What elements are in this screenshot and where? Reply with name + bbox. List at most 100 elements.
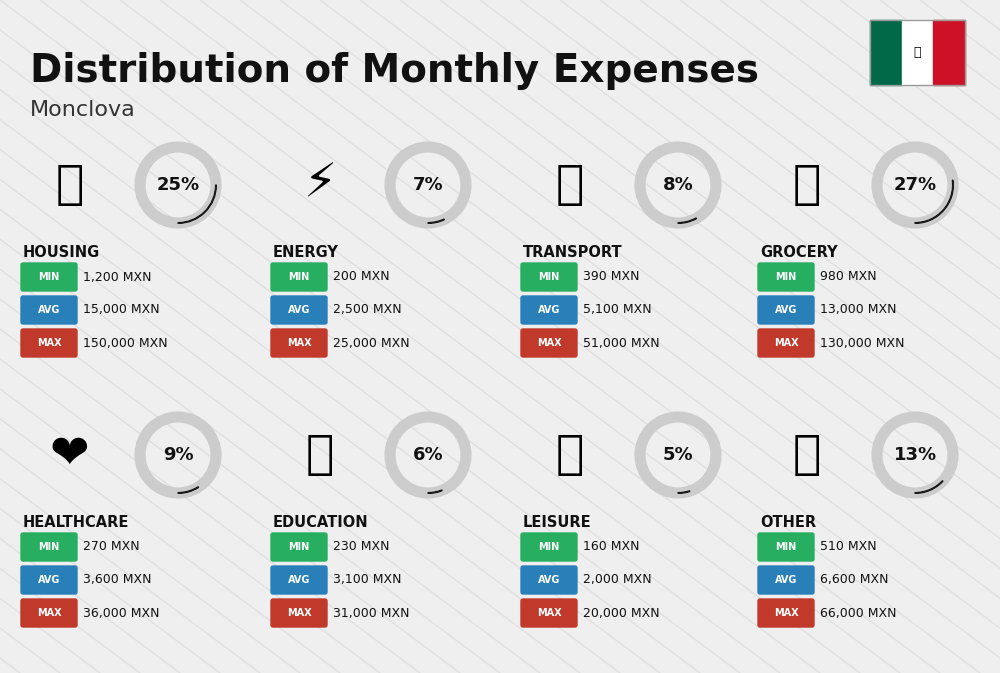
- Text: MAX: MAX: [37, 338, 61, 348]
- Text: MIN: MIN: [775, 542, 797, 552]
- Text: 66,000 MXN: 66,000 MXN: [820, 606, 896, 620]
- FancyBboxPatch shape: [271, 329, 327, 357]
- Text: MIN: MIN: [38, 272, 60, 282]
- Text: 5%: 5%: [663, 446, 693, 464]
- FancyBboxPatch shape: [521, 566, 577, 594]
- FancyBboxPatch shape: [271, 296, 327, 324]
- Text: MAX: MAX: [774, 338, 798, 348]
- Text: MIN: MIN: [288, 272, 310, 282]
- FancyBboxPatch shape: [21, 296, 77, 324]
- Text: 2,500 MXN: 2,500 MXN: [333, 304, 402, 316]
- Text: MIN: MIN: [775, 272, 797, 282]
- Text: 9%: 9%: [163, 446, 193, 464]
- FancyBboxPatch shape: [758, 329, 814, 357]
- Text: 390 MXN: 390 MXN: [583, 271, 640, 283]
- Wedge shape: [178, 487, 199, 493]
- FancyBboxPatch shape: [521, 263, 577, 291]
- Text: MAX: MAX: [37, 608, 61, 618]
- FancyBboxPatch shape: [271, 566, 327, 594]
- Text: 7%: 7%: [413, 176, 443, 194]
- FancyBboxPatch shape: [521, 329, 577, 357]
- Text: 💰: 💰: [793, 433, 821, 478]
- Text: 2,000 MXN: 2,000 MXN: [583, 573, 652, 586]
- Text: 🎓: 🎓: [306, 433, 334, 478]
- Text: 6%: 6%: [413, 446, 443, 464]
- Text: HOUSING: HOUSING: [23, 245, 100, 260]
- FancyBboxPatch shape: [521, 599, 577, 627]
- FancyBboxPatch shape: [521, 296, 577, 324]
- FancyBboxPatch shape: [21, 263, 77, 291]
- Text: 6,600 MXN: 6,600 MXN: [820, 573, 889, 586]
- Text: 510 MXN: 510 MXN: [820, 540, 877, 553]
- Text: OTHER: OTHER: [760, 515, 816, 530]
- FancyBboxPatch shape: [758, 263, 814, 291]
- Text: MIN: MIN: [538, 542, 560, 552]
- Text: AVG: AVG: [538, 575, 560, 585]
- Text: 🛍️: 🛍️: [556, 433, 584, 478]
- Text: 230 MXN: 230 MXN: [333, 540, 390, 553]
- Text: MAX: MAX: [537, 338, 561, 348]
- Text: ⚡: ⚡: [303, 162, 337, 207]
- Text: 270 MXN: 270 MXN: [83, 540, 140, 553]
- FancyBboxPatch shape: [21, 566, 77, 594]
- Wedge shape: [678, 491, 690, 493]
- Text: 13,000 MXN: 13,000 MXN: [820, 304, 896, 316]
- FancyBboxPatch shape: [758, 533, 814, 561]
- Text: 🦅: 🦅: [914, 46, 921, 59]
- Text: MIN: MIN: [538, 272, 560, 282]
- FancyBboxPatch shape: [758, 566, 814, 594]
- Text: ENERGY: ENERGY: [273, 245, 339, 260]
- Text: 5,100 MXN: 5,100 MXN: [583, 304, 652, 316]
- Text: 150,000 MXN: 150,000 MXN: [83, 336, 168, 349]
- FancyBboxPatch shape: [521, 533, 577, 561]
- FancyBboxPatch shape: [758, 296, 814, 324]
- Text: AVG: AVG: [538, 305, 560, 315]
- FancyBboxPatch shape: [21, 533, 77, 561]
- FancyBboxPatch shape: [21, 329, 77, 357]
- Bar: [933, 20, 965, 85]
- Text: GROCERY: GROCERY: [760, 245, 838, 260]
- Text: 1,200 MXN: 1,200 MXN: [83, 271, 152, 283]
- Text: 13%: 13%: [893, 446, 937, 464]
- Text: AVG: AVG: [775, 305, 797, 315]
- Text: ❤️: ❤️: [50, 433, 90, 478]
- FancyBboxPatch shape: [271, 533, 327, 561]
- Bar: [870, 20, 965, 85]
- Text: 130,000 MXN: 130,000 MXN: [820, 336, 904, 349]
- Text: Monclova: Monclova: [30, 100, 136, 120]
- Text: MAX: MAX: [537, 608, 561, 618]
- Text: 31,000 MXN: 31,000 MXN: [333, 606, 410, 620]
- Text: 🏢: 🏢: [56, 162, 84, 207]
- Text: AVG: AVG: [38, 575, 60, 585]
- Text: LEISURE: LEISURE: [523, 515, 592, 530]
- Text: MAX: MAX: [774, 608, 798, 618]
- FancyBboxPatch shape: [271, 263, 327, 291]
- Text: 25,000 MXN: 25,000 MXN: [333, 336, 410, 349]
- Text: 980 MXN: 980 MXN: [820, 271, 877, 283]
- Wedge shape: [678, 218, 696, 223]
- Text: 36,000 MXN: 36,000 MXN: [83, 606, 160, 620]
- Text: AVG: AVG: [775, 575, 797, 585]
- Text: 200 MXN: 200 MXN: [333, 271, 390, 283]
- FancyBboxPatch shape: [21, 599, 77, 627]
- Wedge shape: [428, 490, 442, 493]
- Text: AVG: AVG: [288, 305, 310, 315]
- Text: TRANSPORT: TRANSPORT: [523, 245, 623, 260]
- Wedge shape: [915, 481, 943, 493]
- Text: EDUCATION: EDUCATION: [273, 515, 369, 530]
- Text: 25%: 25%: [156, 176, 200, 194]
- Text: MAX: MAX: [287, 338, 311, 348]
- Text: AVG: AVG: [38, 305, 60, 315]
- Text: 🚌: 🚌: [556, 162, 584, 207]
- Wedge shape: [428, 219, 444, 223]
- Wedge shape: [178, 185, 216, 223]
- Text: 160 MXN: 160 MXN: [583, 540, 640, 553]
- Text: 🛒: 🛒: [793, 162, 821, 207]
- Text: 15,000 MXN: 15,000 MXN: [83, 304, 160, 316]
- Text: AVG: AVG: [288, 575, 310, 585]
- FancyBboxPatch shape: [758, 599, 814, 627]
- Bar: [902, 20, 933, 85]
- Text: MAX: MAX: [287, 608, 311, 618]
- Bar: [870, 20, 902, 85]
- Text: 3,600 MXN: 3,600 MXN: [83, 573, 152, 586]
